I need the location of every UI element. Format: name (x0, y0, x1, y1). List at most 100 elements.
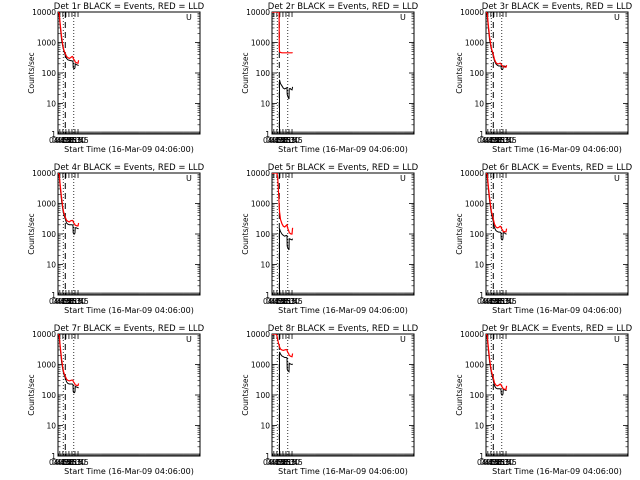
x-tick-label: 04:15 (263, 458, 285, 467)
y-tick-label: 10 (474, 422, 484, 431)
x-tick-label: 04:30 (52, 458, 74, 467)
corner-label: U (614, 335, 620, 344)
corner-label: U (400, 335, 406, 344)
series-line-events (486, 173, 507, 241)
y-axis-label: Counts/sec (241, 374, 250, 415)
x-tick-label: 04:45 (55, 297, 77, 306)
x-tick-label: 05:45 (67, 297, 89, 306)
plot-frame (57, 333, 201, 457)
x-tick-label: 05:45 (67, 136, 89, 145)
plot-frame (57, 11, 201, 135)
x-axis-label: Start Time (16-Mar-09 04:06:00) (64, 306, 194, 315)
y-tick-label: 1000 (37, 361, 56, 370)
x-tick-label: 05:00 (486, 458, 508, 467)
y-tick-label: 100 (42, 69, 57, 78)
x-tick-label: 05:30 (64, 297, 86, 306)
plot-area (486, 12, 508, 134)
x-tick-label: 04:15 (49, 136, 71, 145)
x-tick-label: 05:00 (58, 458, 80, 467)
y-tick-label: 1000 (465, 361, 484, 370)
x-tick-label: 05:15 (61, 136, 83, 145)
x-tick-label: 04:45 (55, 458, 77, 467)
x-tick-label: 04:15 (263, 136, 285, 145)
x-tick-label: 04:30 (480, 458, 502, 467)
y-tick-label: 10000 (32, 169, 56, 178)
y-tick-label: 1000 (251, 39, 270, 48)
x-tick-label: 05:30 (64, 458, 86, 467)
plot-frame (485, 172, 629, 296)
y-tick-label: 10000 (460, 169, 484, 178)
plot-frame (271, 333, 415, 457)
x-tick-label: 05:00 (272, 458, 294, 467)
y-tick-label: 1000 (251, 200, 270, 209)
plot-area (272, 173, 294, 295)
plot-frame (57, 172, 201, 296)
x-tick-label: 05:15 (275, 458, 297, 467)
x-tick-label: 05:30 (492, 136, 514, 145)
plot-area (58, 173, 80, 295)
x-tick-label: 05:30 (492, 458, 514, 467)
series-line-lld (58, 12, 80, 64)
x-axis-label: Start Time (16-Mar-09 04:06:00) (64, 145, 194, 154)
x-tick-label: 05:45 (495, 297, 517, 306)
series-line-lld (486, 334, 508, 391)
chart-panel-4: Det 4r BLACK = Events, RED = LLD 1 10 100 10… (27, 163, 205, 315)
y-axis-label: Counts/sec (455, 213, 464, 254)
y-tick-label: 10000 (246, 8, 270, 17)
x-tick-label: 05:45 (495, 458, 517, 467)
y-axis-label: Counts/sec (27, 52, 36, 93)
y-tick-label: 1 (51, 452, 56, 461)
chart-panel-8: Det 8r BLACK = Events, RED = LLD 1 10 100 10… (241, 324, 419, 476)
chart-panel-1: Det 1r BLACK = Events, RED = LLD 1 10 100 10… (27, 2, 205, 154)
plot-area (272, 334, 294, 456)
chart-panel-5: Det 5r BLACK = Events, RED = LLD 1 10 100 10… (241, 163, 419, 315)
y-tick-label: 1 (479, 130, 484, 139)
y-axis-label: Counts/sec (241, 213, 250, 254)
x-tick-label: 05:15 (489, 297, 511, 306)
x-tick-label: 05:30 (492, 297, 514, 306)
series-line-events (279, 351, 293, 373)
y-tick-label: 1 (51, 130, 56, 139)
x-tick-label: 05:45 (281, 297, 303, 306)
plot-frame (271, 11, 415, 135)
y-tick-label: 1000 (37, 39, 56, 48)
x-tick-label: 04:45 (269, 297, 291, 306)
plot-area (58, 12, 80, 134)
x-tick-label: 04:45 (483, 297, 505, 306)
x-tick-label: 05:30 (278, 297, 300, 306)
x-tick-label: 05:15 (489, 458, 511, 467)
x-tick-label: 04:15 (477, 297, 499, 306)
y-tick-label: 1000 (37, 200, 56, 209)
series-line-lld (272, 12, 293, 54)
x-tick-label: 05:15 (275, 136, 297, 145)
chart-panel-2: Det 2r BLACK = Events, RED = LLD 1 10 100 10… (241, 2, 419, 154)
series-line-lld (272, 334, 294, 358)
x-tick-label: 05:15 (61, 297, 83, 306)
y-axis-label: Counts/sec (241, 52, 250, 93)
y-tick-label: 10000 (460, 330, 484, 339)
chart-title: Det 7r BLACK = Events, RED = LLD (54, 324, 205, 334)
y-tick-label: 10 (474, 100, 484, 109)
x-tick-label: 04:15 (49, 297, 71, 306)
x-tick-label: 05:00 (486, 136, 508, 145)
plot-frame (485, 11, 629, 135)
y-tick-label: 10000 (32, 330, 56, 339)
x-tick-label: 04:15 (477, 458, 499, 467)
x-tick-label: 04:30 (52, 136, 74, 145)
plot-area (486, 173, 508, 295)
y-tick-label: 100 (470, 69, 485, 78)
x-tick-label: 04:30 (266, 136, 288, 145)
y-tick-label: 1 (265, 291, 270, 300)
y-tick-label: 10 (46, 422, 56, 431)
chart-title: Det 6r BLACK = Events, RED = LLD (482, 163, 633, 173)
x-tick-label: 05:45 (281, 458, 303, 467)
chart-panel-6: Det 6r BLACK = Events, RED = LLD 1 10 100 10… (455, 163, 633, 315)
x-tick-label: 04:15 (477, 136, 499, 145)
y-tick-label: 10 (260, 422, 270, 431)
x-tick-label: 04:30 (266, 458, 288, 467)
series-line-events (279, 228, 294, 251)
x-tick-label: 04:30 (480, 297, 502, 306)
series-line-events (58, 334, 79, 394)
series-line-lld (486, 12, 508, 68)
